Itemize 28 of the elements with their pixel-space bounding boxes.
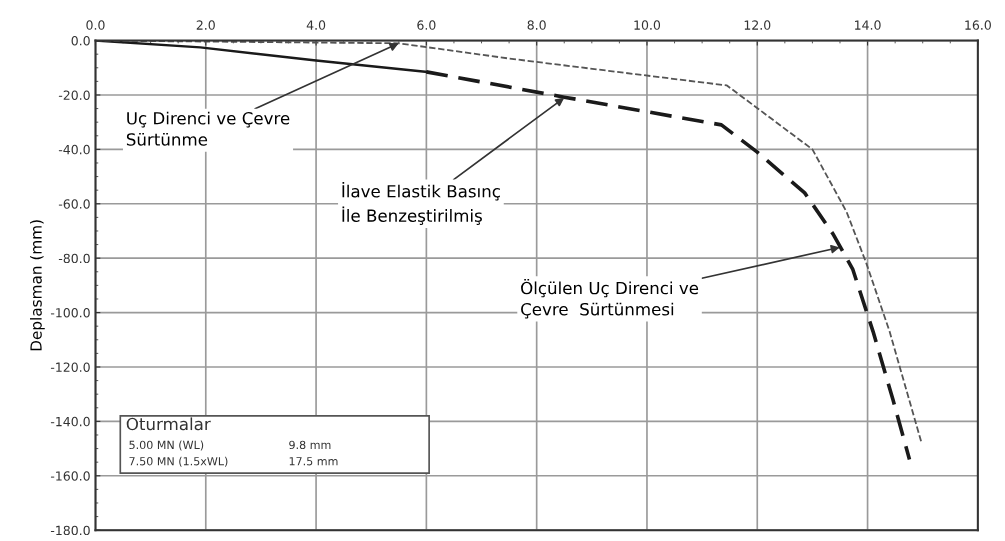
annotation: 5.00 MN (WL) xyxy=(129,440,204,451)
x-tick-label: 12.0 xyxy=(744,20,771,30)
x-tick-label: 6.0 xyxy=(417,20,436,30)
y-tick-label: 0.0 xyxy=(71,36,90,46)
y-axis-title: Deplasman (mm) xyxy=(29,220,45,351)
y-tick-label: -140.0 xyxy=(50,416,90,427)
x-tick-label: 16.0 xyxy=(965,20,991,30)
annotation: 17.5 mm xyxy=(289,457,338,466)
x-tick-label: 0.0 xyxy=(86,20,105,30)
y-tick-label: -80.0 xyxy=(58,253,90,264)
annotation: Ölçülen Uç Direnci ve Çevre Sürtünmesi xyxy=(521,278,699,319)
x-tick-label: 8.0 xyxy=(527,20,546,30)
annotation: 9.8 mm xyxy=(289,440,331,450)
annotation: Oturmalar xyxy=(126,417,211,431)
y-tick-label: -180.0 xyxy=(50,525,90,536)
y-tick-label: -60.0 xyxy=(58,199,90,209)
y-tick-label: -100.0 xyxy=(50,308,90,318)
annotation: Uç Direnci ve Çevre Sürtünme xyxy=(126,111,290,146)
y-tick-label: -120.0 xyxy=(50,362,90,372)
x-tick-label: 14.0 xyxy=(855,20,881,30)
x-tick-label: 4.0 xyxy=(306,20,326,30)
annotation: 7.50 MN (1.5xWL) xyxy=(129,456,228,467)
x-tick-label: 2.0 xyxy=(196,20,215,30)
x-tick-label: 10.0 xyxy=(634,20,661,30)
y-tick-label: -20.0 xyxy=(58,90,90,100)
y-tick-label: -160.0 xyxy=(50,471,90,481)
annotation: İlave Elastik Basınç İle Benzeştirilmiş xyxy=(342,182,500,225)
y-tick-label: -40.0 xyxy=(58,144,90,155)
